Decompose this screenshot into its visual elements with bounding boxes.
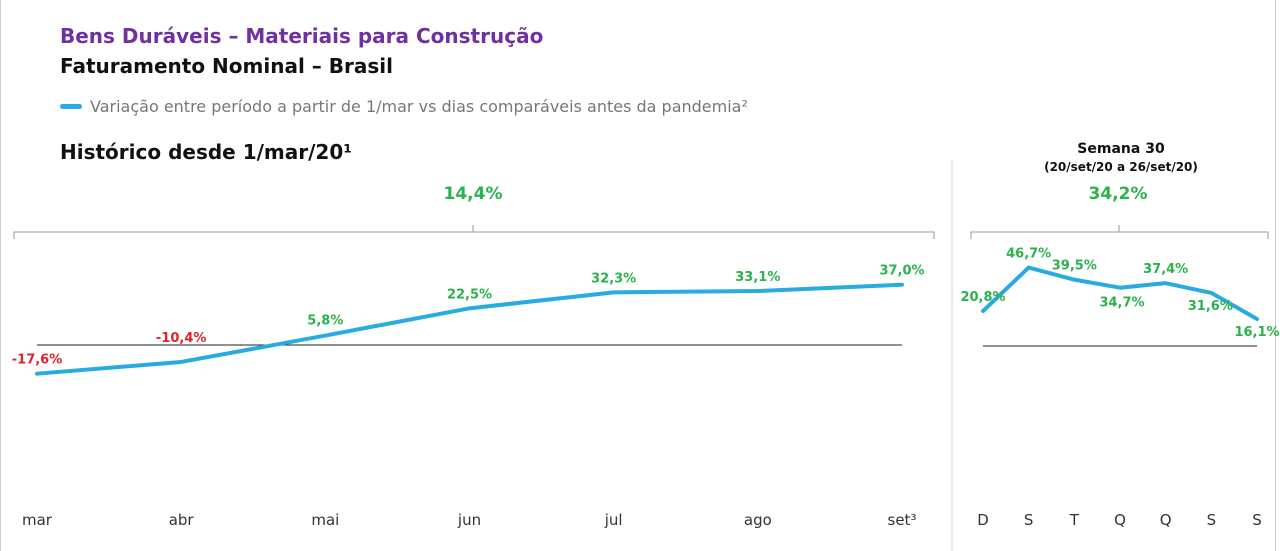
week-x-tick-label-5: S — [1207, 511, 1217, 529]
history-x-tick-label-5: ago — [744, 511, 772, 529]
week-data-label-5: 31,6% — [1188, 299, 1233, 314]
week-data-label-0: 20,8% — [960, 290, 1005, 305]
week-data-label-2: 39,5% — [1052, 259, 1097, 274]
week-x-tick-label-6: S — [1252, 511, 1262, 529]
history-x-tick-label-2: mai — [311, 511, 339, 529]
history-data-label-1: -10,4% — [156, 331, 207, 346]
week-x-tick-label-1: S — [1024, 511, 1034, 529]
history-x-tick-label-1: abr — [169, 511, 195, 529]
left-frame-border — [0, 0, 1, 551]
history-bracket — [13, 225, 935, 239]
history-x-tick-label-0: mar — [22, 511, 53, 529]
week-data-label-6: 16,1% — [1234, 325, 1279, 340]
week-summary-value: 34,2% — [1088, 184, 1148, 204]
legend: Variação entre período a partir de 1/mar… — [60, 97, 748, 116]
history-x-tick-label-6: set³ — [888, 511, 917, 529]
week-x-tick-label-3: Q — [1114, 511, 1126, 529]
history-data-label-5: 33,1% — [735, 270, 780, 285]
week-data-label-4: 37,4% — [1143, 262, 1188, 277]
history-section-title: Histórico desde 1/mar/20¹ — [60, 140, 353, 164]
history-x-tick-label-4: jul — [604, 511, 623, 529]
week-x-tick-label-2: T — [1069, 511, 1080, 529]
legend-label: Variação entre período a partir de 1/mar… — [90, 97, 748, 116]
history-data-label-2: 5,8% — [307, 314, 343, 329]
week-x-tick-label-0: D — [977, 511, 989, 529]
right-frame-border — [1275, 0, 1276, 551]
week-data-label-3: 34,7% — [1099, 296, 1144, 311]
history-data-label-3: 22,5% — [447, 287, 492, 302]
week-section-title: Semana 30 — [1077, 141, 1165, 157]
history-x-tick-label-3: jun — [457, 511, 481, 529]
chart-subtitle: Faturamento Nominal – Brasil — [60, 54, 393, 78]
week-x-tick-label-4: Q — [1160, 511, 1172, 529]
history-data-label-6: 37,0% — [879, 264, 924, 279]
week-section-subtitle: (20/set/20 a 26/set/20) — [1044, 160, 1198, 174]
legend-swatch — [60, 104, 82, 109]
chart-title: Bens Duráveis – Materiais para Construçã… — [60, 24, 544, 48]
history-summary-value: 14,4% — [443, 184, 503, 204]
week-bracket — [970, 225, 1269, 239]
history-data-label-0: -17,6% — [12, 353, 63, 368]
history-data-label-4: 32,3% — [591, 271, 636, 286]
week-data-label-1: 46,7% — [1006, 247, 1051, 262]
